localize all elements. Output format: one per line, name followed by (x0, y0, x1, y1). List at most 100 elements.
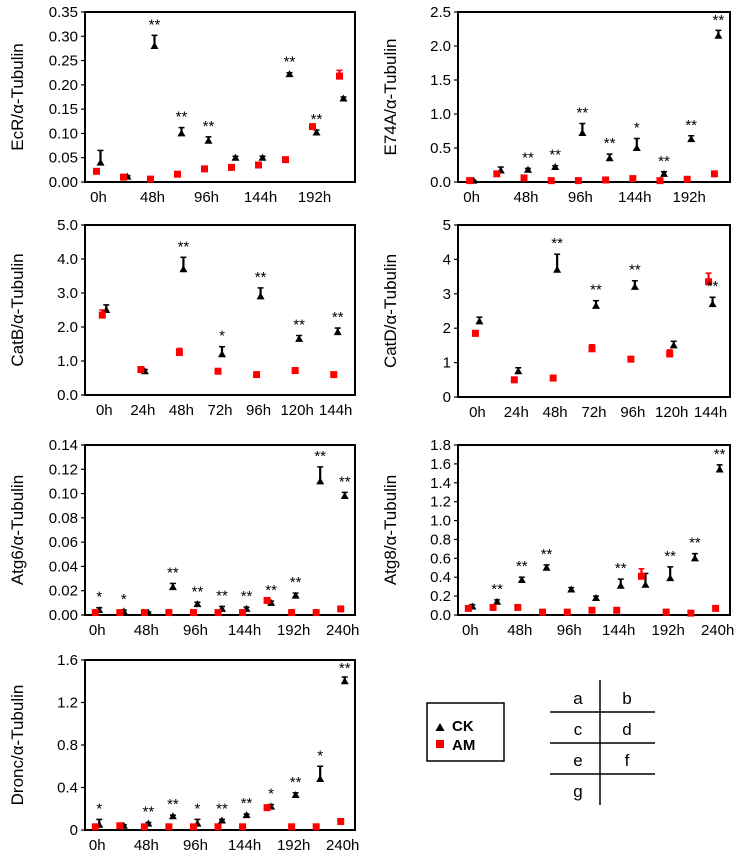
am-point (91, 823, 99, 831)
x-tick-label: 24h (504, 404, 529, 421)
ck-point (316, 775, 325, 782)
x-tick-label: 240h (701, 622, 734, 639)
x-tick-label: 96h (246, 402, 271, 419)
x-tick-label: 24h (130, 402, 155, 419)
y-tick-label: 1.2 (430, 494, 451, 511)
y-tick-label: 0.15 (49, 101, 78, 118)
significance-label: ** (522, 149, 534, 166)
plot-frame (457, 444, 731, 616)
significance-label: ** (685, 117, 697, 134)
am-point (214, 609, 222, 617)
am-point (520, 174, 528, 182)
ck-point (258, 153, 267, 161)
y-tick-label: 0.8 (430, 531, 451, 548)
significance-label: * (317, 747, 323, 764)
am-point (263, 596, 271, 604)
y-tick-label: 0.08 (49, 510, 78, 527)
am-point (683, 175, 691, 183)
am-point (137, 366, 145, 373)
ck-point (630, 282, 639, 290)
significance-label: ** (689, 535, 701, 552)
y-tick-label: 0.8 (57, 737, 78, 754)
significance-label: ** (143, 804, 155, 821)
significance-label: ** (203, 118, 215, 135)
layout-key-f: f (625, 751, 630, 770)
am-point (656, 177, 664, 185)
plot-frame (84, 224, 356, 396)
ck-point (493, 597, 502, 605)
significance-label: ** (255, 269, 267, 286)
x-tick-label: 48h (134, 622, 159, 639)
am-point (214, 823, 222, 831)
y-tick-label: 0.0 (430, 174, 451, 191)
am-point (613, 606, 621, 614)
significance-label: * (268, 786, 274, 803)
am-point (214, 367, 222, 375)
y-tick-label: 0.05 (49, 150, 78, 167)
significance-label: ** (290, 574, 302, 591)
significance-label: ** (241, 588, 253, 605)
am-point (116, 822, 124, 830)
am-point (629, 175, 637, 183)
x-tick-label: 144h (228, 837, 261, 854)
significance-label: ** (293, 317, 305, 334)
x-tick-label: 48h (169, 402, 194, 419)
plot-frame (457, 11, 731, 183)
y-tick-label: 1.6 (57, 652, 78, 669)
significance-label: ** (658, 153, 670, 170)
y-tick-label: 0.10 (49, 125, 78, 142)
layout-key-b: b (622, 689, 631, 708)
ck-point (715, 465, 724, 473)
ck-point (708, 300, 717, 308)
y-axis-title: Dronc/α-Tubulin (8, 685, 27, 806)
am-point (514, 603, 522, 611)
am-point (120, 173, 127, 181)
y-tick-label: 0.35 (49, 4, 78, 21)
y-tick-label: 0.0 (57, 387, 78, 404)
ck-point (687, 135, 696, 143)
x-tick-label: 144h (319, 402, 352, 419)
significance-label: ** (577, 105, 589, 122)
x-tick-label: 48h (507, 622, 532, 639)
am-point (489, 603, 497, 611)
legend-ck-marker (435, 723, 445, 731)
significance-label: ** (629, 262, 641, 279)
x-tick-label: 192h (673, 189, 706, 206)
ck-point (291, 790, 300, 798)
significance-label: * (96, 800, 102, 817)
x-tick-label: 48h (134, 837, 159, 854)
significance-label: ** (664, 548, 676, 565)
ck-point (592, 301, 600, 309)
chart-a: 0.00 0.05 0.10 0.15 0.20 0.25 0.30 0.35 0h 48h 96h… (8, 4, 356, 206)
am-point (253, 371, 261, 379)
am-point (312, 823, 320, 831)
significance-label: ** (176, 109, 188, 126)
am-point (189, 823, 197, 831)
y-tick-label: 0.25 (49, 53, 78, 70)
ck-point (553, 265, 562, 273)
y-tick-label: 0.2 (430, 588, 451, 605)
am-point (93, 167, 100, 175)
ck-point (517, 576, 526, 584)
ck-point (524, 165, 532, 173)
x-tick-label: 96h (194, 189, 219, 206)
ck-point (267, 598, 276, 606)
significance-label: ** (284, 54, 296, 71)
am-point (288, 823, 296, 831)
legend-box (426, 702, 505, 762)
y-tick-label: 5 (443, 217, 451, 234)
x-tick-label: 96h (568, 189, 593, 206)
legend: CK AM (426, 702, 505, 762)
ck-point (714, 31, 723, 39)
y-tick-label: 1.0 (430, 513, 451, 530)
x-tick-label: 0h (90, 189, 107, 206)
y-tick-label: 0.12 (49, 461, 78, 478)
am-point (627, 355, 635, 363)
y-axis-title: Atg6/α-Tubulin (8, 475, 27, 585)
x-tick-label: 144h (694, 404, 727, 421)
am-point (712, 604, 720, 612)
y-axis-title: E74A/α-Tubulin (381, 39, 400, 156)
significance-label: ** (178, 238, 190, 255)
ck-point (204, 136, 213, 144)
y-tick-label: 0.4 (57, 780, 78, 797)
